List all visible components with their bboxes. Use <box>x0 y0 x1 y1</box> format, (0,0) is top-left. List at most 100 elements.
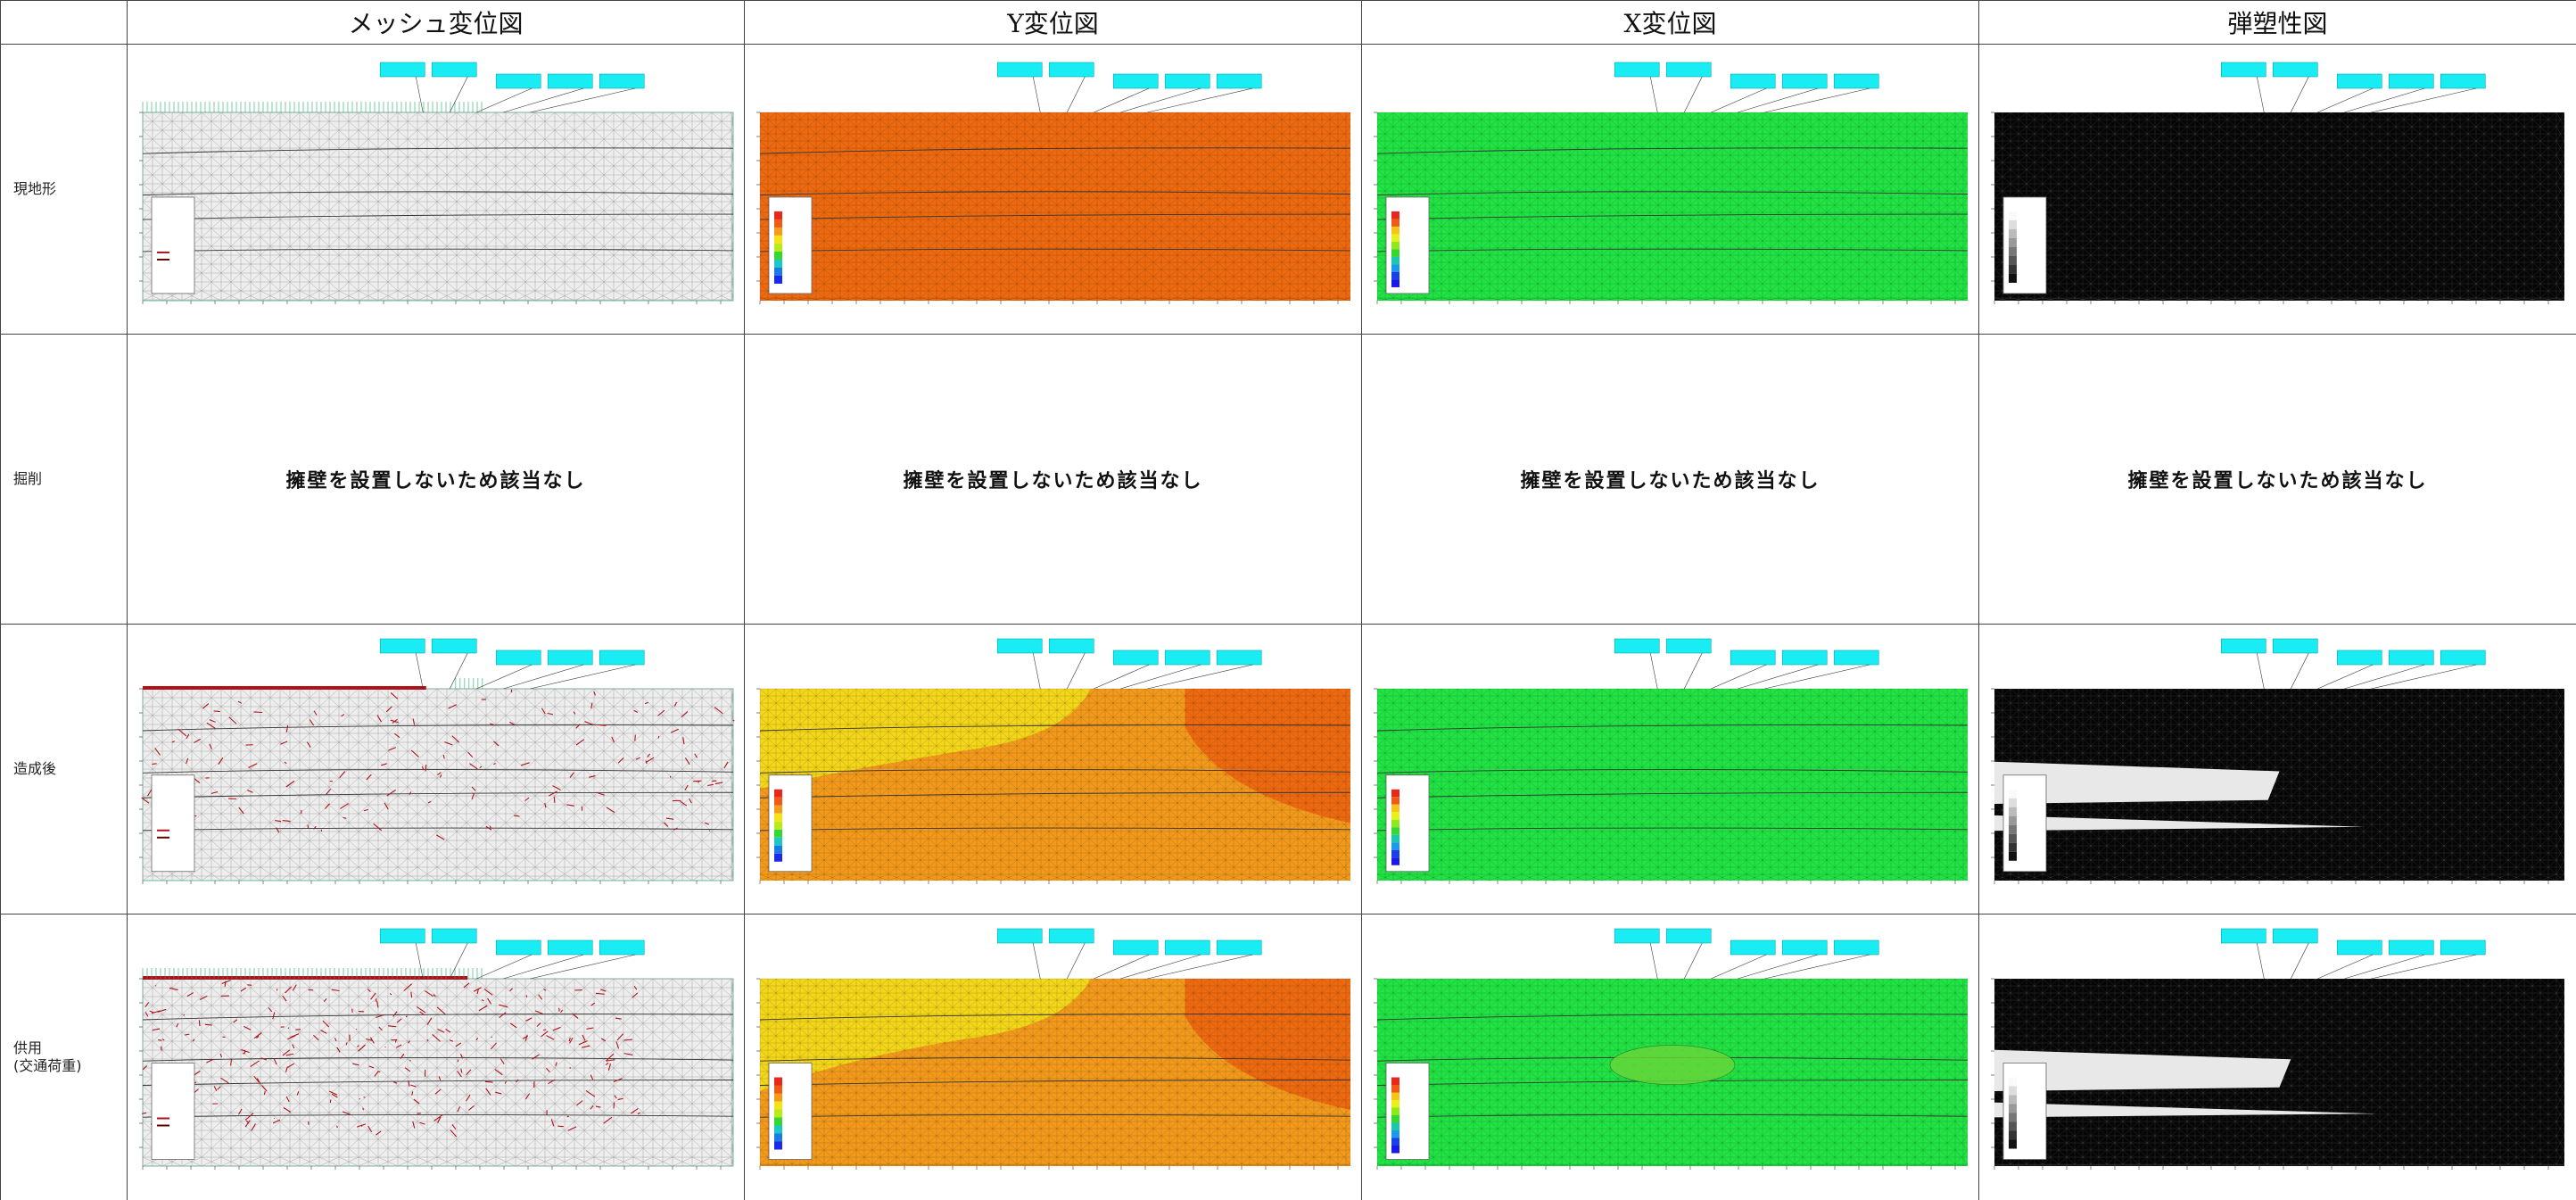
legend-swatch <box>1391 1146 1399 1154</box>
mesh-lines <box>759 112 1351 302</box>
legend-swatch <box>774 789 782 798</box>
legend-swatch <box>1391 1122 1399 1130</box>
legend-swatch <box>2009 246 2017 256</box>
ep-cell-r3 <box>1979 625 2576 914</box>
measurement-callout <box>1112 73 1159 89</box>
legend-swatch <box>1391 1130 1399 1138</box>
x-cell-r3 <box>1362 625 1979 914</box>
elastoplastic-existing <box>1991 62 2565 304</box>
measurement-callout <box>1665 928 1712 944</box>
callout-leader <box>1649 942 1658 980</box>
callout-leader <box>449 76 468 113</box>
callout-leader <box>415 652 424 690</box>
y-cell-r1 <box>745 45 1362 335</box>
mesh-diagram-in-service <box>139 928 734 1170</box>
x-cell-r1 <box>1362 45 1979 335</box>
layer-boundaries <box>759 724 1351 832</box>
callout-leader <box>2317 664 2374 690</box>
legend-swatch <box>1391 1115 1399 1123</box>
measurement-callout <box>2220 928 2266 944</box>
plastic-band-upper <box>1994 1049 2291 1091</box>
elastoplastic-in-service <box>1991 928 2565 1170</box>
legend-swatch <box>2009 273 2017 283</box>
callout-leader <box>1147 664 1253 690</box>
legend-swatch <box>774 1141 782 1150</box>
legend-swatch <box>2009 228 2017 238</box>
axis-ticks <box>756 112 1339 304</box>
axis-ticks <box>1374 688 1956 884</box>
measurement-callout <box>1164 650 1210 666</box>
x-cell-r4 <box>1362 914 1979 1200</box>
callout-leader <box>2256 652 2265 690</box>
measurement-callout <box>996 928 1043 944</box>
legend-swatch <box>1391 279 1399 287</box>
callout-leader <box>1120 664 1201 690</box>
axis-ticks <box>139 978 722 1170</box>
legend-swatch <box>774 1125 782 1134</box>
measurement-callout <box>1048 638 1094 654</box>
legend-swatch <box>1391 219 1399 227</box>
legend-swatch <box>774 829 782 838</box>
measurement-callout <box>599 939 645 956</box>
mesh-domain <box>142 978 734 1167</box>
callout-leader <box>1738 664 1819 690</box>
legend-swatch <box>1391 1085 1399 1093</box>
mesh-lines <box>142 112 734 302</box>
na-text-ep: 擁壁を設置しないため該当なし <box>2127 470 2428 492</box>
y-contour-yellow-zone <box>760 689 1091 789</box>
axis-ticks <box>1374 112 1956 304</box>
callout-leader <box>1147 954 1253 980</box>
callout-leader <box>415 76 424 113</box>
y-contour-orange-zone <box>1185 979 1350 1110</box>
legend-box <box>151 774 195 873</box>
measurement-callout <box>547 939 593 956</box>
header-ep-label: 弾塑性図 <box>2227 9 2328 38</box>
callout-leader <box>476 87 533 113</box>
surface-plastic-band <box>143 686 426 690</box>
callout-leader <box>449 942 468 980</box>
measurement-callout <box>1164 73 1210 89</box>
mesh-lines <box>759 688 1351 881</box>
measurement-callout <box>1164 939 1210 956</box>
axis-ticks <box>756 688 1339 884</box>
callout-leader <box>1683 76 1703 113</box>
legend-swatch <box>1391 1092 1399 1100</box>
measurement-callout <box>599 650 645 666</box>
mesh-lines <box>142 688 734 881</box>
measurement-callout <box>1833 73 1879 89</box>
legend-swatch <box>774 1101 782 1110</box>
legend-swatch <box>1391 241 1399 250</box>
callout-leader <box>1738 954 1819 980</box>
legend-swatch <box>2009 807 2017 816</box>
callout-leader <box>530 87 636 113</box>
legend-swatch <box>2009 255 2017 265</box>
legend-swatch <box>1391 849 1399 858</box>
callout-leader <box>2371 664 2477 690</box>
measurement-callout <box>2220 62 2266 78</box>
x-displacement-in-service <box>1374 928 1969 1170</box>
callout-leader <box>1711 87 1767 113</box>
legend-swatch <box>774 259 782 268</box>
measurement-callout <box>547 73 593 89</box>
header-mesh-label: メッシュ変位図 <box>348 9 524 38</box>
measurement-callout <box>2440 939 2486 956</box>
measurement-callout <box>1614 928 1660 944</box>
callout-leader <box>2317 954 2374 980</box>
legend-swatch <box>2009 1104 2017 1113</box>
callout-leader <box>1738 87 1819 113</box>
legend-swatch <box>774 1093 782 1102</box>
callout-leader <box>1683 652 1703 690</box>
legend-swatch <box>1391 797 1399 805</box>
callout-leader <box>530 664 636 690</box>
measurement-callout <box>1665 62 1712 78</box>
legend-swatch <box>774 275 782 284</box>
na-cell-mesh: 擁壁を設置しないため該当なし <box>128 335 745 625</box>
legend-swatch <box>774 227 782 236</box>
elastic-zone <box>1994 112 2564 301</box>
legend-swatch <box>1391 812 1399 820</box>
y-displacement-after-grading <box>756 638 1351 884</box>
legend-swatch <box>2009 833 2017 843</box>
legend-swatch <box>2009 219 2017 229</box>
callout-leader <box>1147 87 1253 113</box>
